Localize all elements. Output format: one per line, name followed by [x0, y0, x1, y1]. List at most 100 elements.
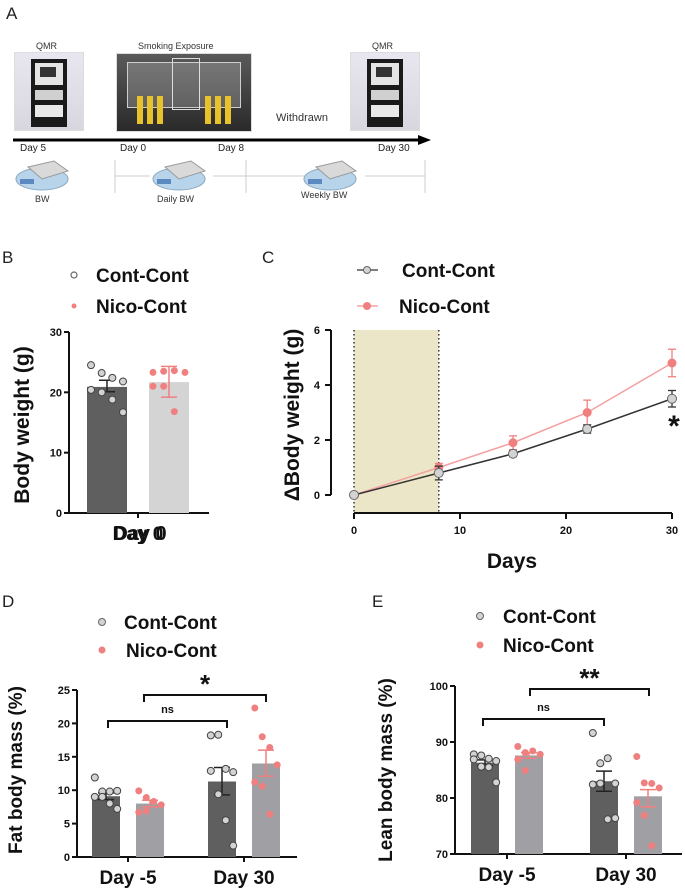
data-point-cont	[98, 792, 107, 801]
data-point-nico	[149, 382, 157, 390]
legend-label-cont: Cont-Cont	[124, 613, 218, 634]
y-tick-label: 70	[436, 849, 448, 861]
data-point-nico	[181, 368, 189, 376]
x-category-label: Day 30	[213, 868, 274, 889]
data-point-nico	[142, 807, 150, 815]
data-point-nico	[251, 704, 259, 712]
data-point-cont	[108, 373, 117, 382]
legend-marker-nico	[363, 302, 371, 310]
data-point-nico	[266, 743, 274, 751]
data-point-nico	[667, 358, 677, 368]
qmr-machine-photo-end	[350, 52, 420, 131]
y-tick-label: 0	[56, 508, 62, 520]
data-point-cont	[214, 790, 223, 799]
panel-label-e: E	[372, 592, 384, 611]
legend-marker-nico	[476, 641, 484, 649]
data-point-cont	[588, 729, 597, 738]
bar-nico-cont	[515, 755, 543, 854]
day-label-minus5: Day 5	[20, 143, 47, 154]
scale-icon	[303, 160, 358, 191]
legend-marker-nico	[98, 646, 106, 654]
panel-label-c: C	[262, 248, 275, 267]
data-point-nico	[633, 753, 641, 761]
data-point-nico	[150, 798, 158, 806]
data-point-cont	[492, 757, 501, 766]
data-point-nico	[258, 782, 266, 790]
data-point-nico	[529, 747, 537, 755]
qmr-label-start: QMR	[36, 41, 57, 51]
weekly-bw-label: Weekly BW	[301, 190, 348, 200]
panel-label-d: D	[2, 592, 15, 611]
timeline-arrow-head	[418, 135, 431, 145]
x-tick-label: 0	[351, 525, 357, 537]
data-point-cont	[596, 779, 605, 788]
legend-marker-cont	[70, 271, 78, 279]
data-point-cont	[119, 377, 127, 386]
panel-d-chart: Cont-Cont Nico-Cont Fat body mass (%) 0 5…	[6, 613, 297, 889]
x-tick-label: 30	[666, 525, 678, 537]
data-point-nico	[648, 779, 656, 787]
data-point-cont	[113, 786, 122, 795]
data-point-nico	[160, 382, 168, 390]
significance-bracket-ns-label: ns	[161, 704, 174, 716]
panel-b-chart: Cont-Cont Nico-Cont Body weight (g) Day …	[11, 266, 209, 545]
scale-icon	[15, 160, 70, 191]
data-point-cont	[484, 754, 493, 763]
data-point-cont	[214, 730, 223, 739]
data-point-cont	[603, 815, 612, 824]
data-point-nico	[582, 408, 592, 417]
legend-marker-nico	[71, 303, 77, 309]
data-point-cont	[477, 762, 486, 771]
timeline-arrow-svg	[13, 135, 431, 193]
data-point-cont	[206, 766, 215, 775]
panel-c-chart: Cont-Cont Nico-Cont ΔBody weight (g) Day…	[281, 261, 680, 573]
data-point-nico	[149, 368, 157, 376]
data-point-nico	[170, 367, 178, 375]
y-axis-title-d: Fat body mass (%)	[6, 686, 27, 854]
smoking-exposure-label: Smoking Exposure	[138, 41, 214, 51]
bar-cont-cont	[471, 762, 499, 854]
y-tick-label: 20	[58, 718, 70, 730]
day-label-30: Day 30	[378, 143, 410, 154]
qmr-label-end: QMR	[372, 41, 393, 51]
data-point-cont	[97, 388, 106, 397]
data-point-nico	[135, 787, 143, 795]
data-point-cont	[611, 779, 620, 788]
y-tick-label: 4	[314, 380, 321, 392]
legend-label-nico: Nico-Cont	[399, 297, 490, 318]
data-point-cont	[603, 754, 612, 763]
y-axis-title-b: Body weight (g)	[11, 346, 34, 503]
y-tick-label: 25	[58, 685, 70, 697]
x-category-label: Day -5	[99, 868, 156, 889]
y-tick-label: 100	[430, 681, 448, 693]
y-tick-label: 2	[314, 435, 320, 447]
x-category-label: Day 0	[113, 524, 164, 545]
data-point-nico	[266, 810, 274, 818]
y-tick-label: 10	[50, 448, 62, 460]
data-point-nico	[648, 842, 656, 850]
data-point-cont	[119, 408, 127, 417]
data-point-nico	[640, 811, 648, 819]
data-point-nico	[521, 767, 529, 775]
data-point-nico	[160, 367, 168, 375]
data-point-nico	[521, 749, 529, 757]
x-category-label: Day -5	[478, 865, 535, 886]
data-point-cont	[477, 751, 486, 760]
day-label-0: Day 0	[120, 143, 147, 154]
data-point-nico	[633, 798, 641, 806]
legend-label-nico: Nico-Cont	[126, 641, 217, 662]
data-point-nico	[273, 761, 281, 769]
legend-label-nico: Nico-Cont	[503, 636, 594, 657]
qmr-machine-photo-start	[14, 52, 84, 131]
data-point-nico	[258, 733, 266, 741]
significance-bracket-double-star	[529, 688, 650, 696]
y-tick-label: 0	[314, 490, 320, 502]
data-point-nico	[514, 742, 522, 750]
data-point-cont	[105, 787, 114, 796]
data-point-cont	[433, 468, 444, 478]
legend-marker-cont	[98, 618, 106, 626]
significance-bracket-star	[143, 694, 267, 702]
data-point-cont	[87, 361, 95, 370]
legend-label-cont: Cont-Cont	[402, 261, 496, 282]
y-tick-label: 6	[314, 325, 320, 337]
